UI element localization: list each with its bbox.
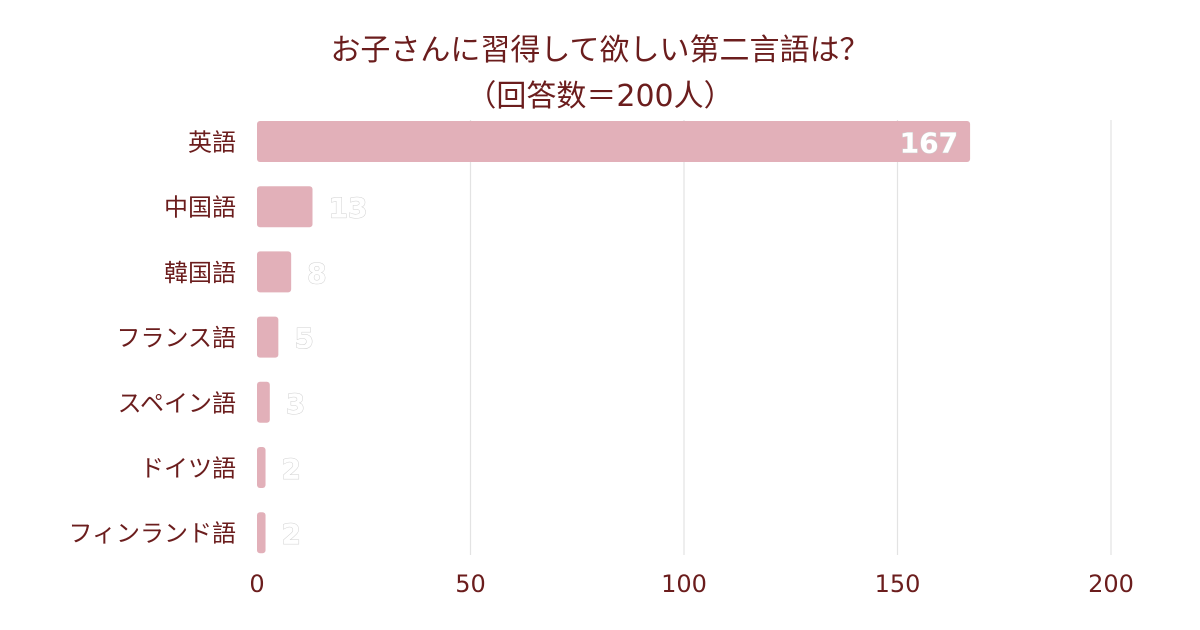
category-label: フィンランド語 <box>68 520 236 548</box>
bar <box>257 316 279 358</box>
category-label: 中国語 <box>164 194 236 222</box>
bar <box>257 251 292 293</box>
category-label: スペイン語 <box>118 389 236 417</box>
chart-title-block: お子さんに習得して欲しい第二言語は？ （回答数＝200人） <box>0 28 1200 120</box>
bar <box>257 381 270 423</box>
category-label: 韓国語 <box>164 259 236 287</box>
bar <box>257 186 313 228</box>
category-label: ドイツ語 <box>140 455 236 483</box>
value-label: 2 <box>282 518 301 551</box>
bar <box>257 512 266 554</box>
value-label: 167 <box>900 127 958 160</box>
x-axis-ticks: 0 50 100 150 200 <box>249 570 1134 598</box>
grid-lines <box>469 120 1112 555</box>
x-tick-label: 100 <box>661 570 707 598</box>
x-tick-label: 0 <box>249 570 264 598</box>
chart-title: お子さんに習得して欲しい第二言語は？ <box>330 33 870 68</box>
value-label: 3 <box>286 387 305 420</box>
chart-subtitle: （回答数＝200人） <box>466 79 734 114</box>
bars <box>257 121 971 554</box>
bar <box>257 447 266 488</box>
x-tick-label: 50 <box>455 570 486 598</box>
x-tick-label: 150 <box>875 570 921 598</box>
value-label: 13 <box>329 192 368 225</box>
category-label: フランス語 <box>116 324 236 352</box>
category-label: 英語 <box>188 129 236 157</box>
bar <box>257 121 971 162</box>
value-labels: 167 138 5 3 2 2 <box>281 126 959 551</box>
x-tick-label: 200 <box>1088 570 1134 598</box>
value-label: 8 <box>307 257 326 290</box>
value-label: 5 <box>294 322 313 355</box>
value-label: 2 <box>282 453 301 486</box>
